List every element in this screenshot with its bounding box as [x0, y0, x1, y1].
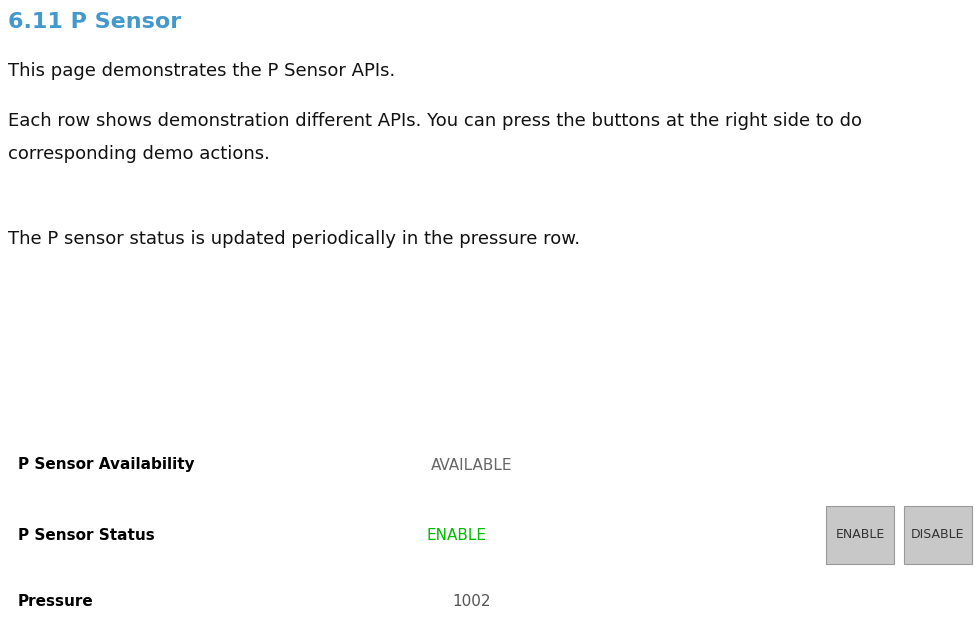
Text: DISABLE: DISABLE: [911, 529, 963, 542]
Text: 6.11 P Sensor: 6.11 P Sensor: [8, 12, 181, 32]
FancyBboxPatch shape: [825, 506, 893, 564]
FancyBboxPatch shape: [903, 506, 971, 564]
Text: P Sensor Availability: P Sensor Availability: [18, 458, 195, 473]
Text: Each row shows demonstration different APIs. You can press the buttons at the ri: Each row shows demonstration different A…: [8, 112, 861, 130]
Text: 1002: 1002: [452, 593, 491, 608]
Text: ENABLE: ENABLE: [834, 529, 884, 542]
Text: P Sensor Demo: P Sensor Demo: [413, 412, 565, 430]
Text: Pressure: Pressure: [18, 593, 94, 608]
Text: The P sensor status is updated periodically in the pressure row.: The P sensor status is updated periodica…: [8, 230, 580, 248]
Text: This page demonstrates the P Sensor APIs.: This page demonstrates the P Sensor APIs…: [8, 62, 395, 80]
Text: ENABLE: ENABLE: [426, 527, 486, 542]
Text: corresponding demo actions.: corresponding demo actions.: [8, 145, 270, 163]
Text: AVAILABLE: AVAILABLE: [430, 458, 512, 473]
Text: P Sensor Status: P Sensor Status: [18, 527, 155, 542]
